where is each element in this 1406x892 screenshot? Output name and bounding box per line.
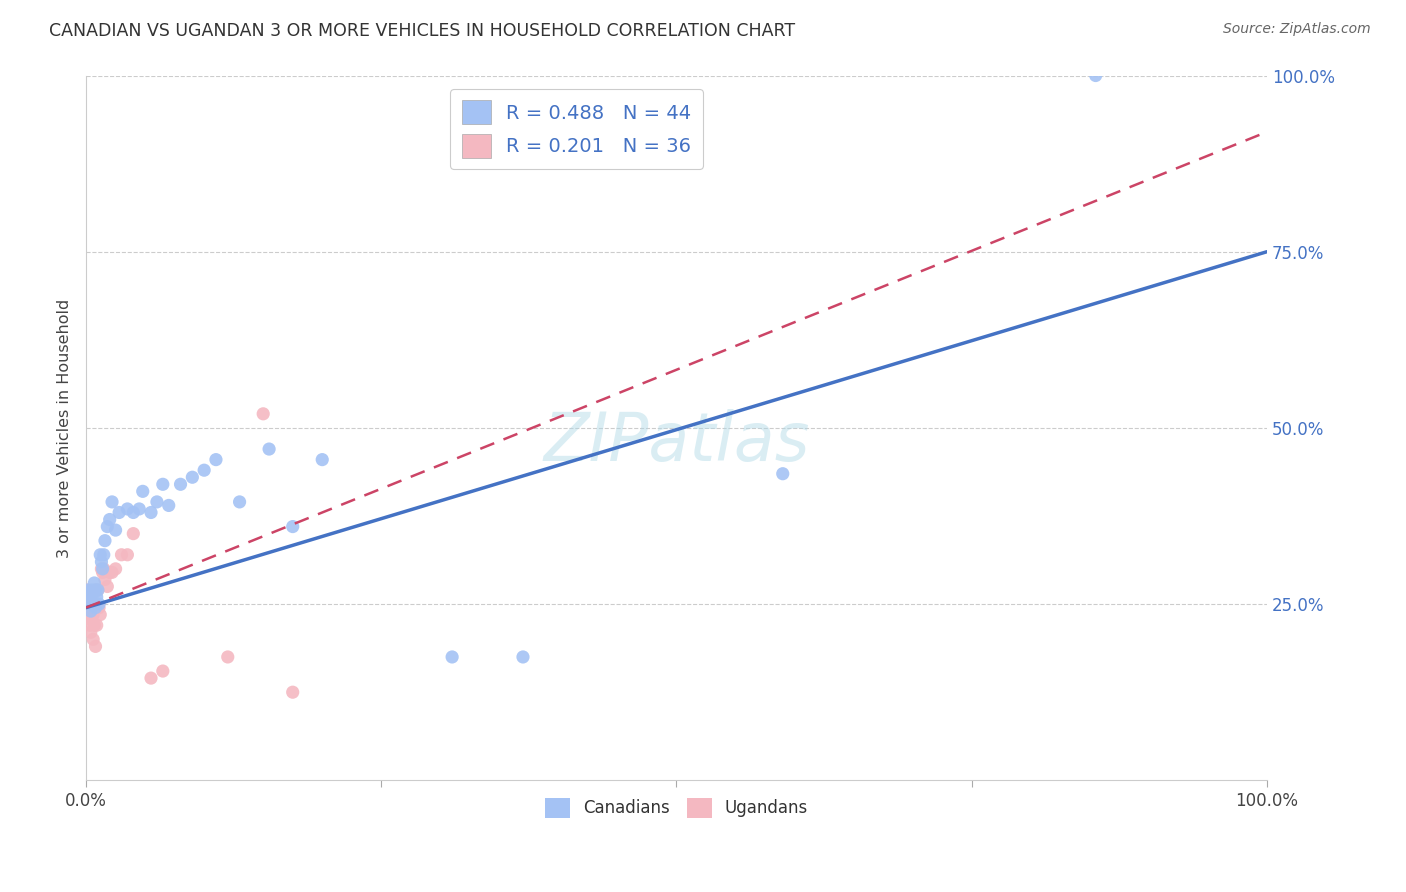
Y-axis label: 3 or more Vehicles in Household: 3 or more Vehicles in Household bbox=[58, 298, 72, 558]
Point bbox=[94, 533, 117, 548]
Point bbox=[139, 506, 162, 520]
Point bbox=[252, 407, 274, 421]
Point bbox=[76, 582, 98, 597]
Point bbox=[89, 548, 111, 562]
Point bbox=[104, 562, 127, 576]
Point bbox=[76, 582, 98, 597]
Point bbox=[104, 523, 127, 537]
Point bbox=[96, 579, 118, 593]
Point bbox=[84, 640, 107, 654]
Point bbox=[80, 586, 103, 600]
Point bbox=[139, 671, 162, 685]
Point bbox=[82, 597, 104, 611]
Point bbox=[98, 566, 121, 580]
Point bbox=[84, 582, 107, 597]
Point bbox=[80, 582, 103, 597]
Point bbox=[281, 519, 304, 533]
Point bbox=[181, 470, 204, 484]
Point bbox=[79, 618, 101, 632]
Point bbox=[512, 650, 534, 665]
Point bbox=[83, 597, 105, 611]
Point bbox=[77, 611, 100, 625]
Point bbox=[80, 607, 103, 622]
Point bbox=[83, 576, 105, 591]
Text: ZIPatlas: ZIPatlas bbox=[543, 409, 810, 475]
Point bbox=[76, 597, 98, 611]
Text: Source: ZipAtlas.com: Source: ZipAtlas.com bbox=[1223, 22, 1371, 37]
Point bbox=[311, 452, 333, 467]
Point bbox=[93, 562, 115, 576]
Point bbox=[87, 582, 110, 597]
Point bbox=[257, 442, 280, 456]
Point bbox=[96, 519, 118, 533]
Point bbox=[87, 582, 110, 597]
Point bbox=[86, 618, 108, 632]
Point bbox=[93, 548, 115, 562]
Point bbox=[86, 590, 108, 604]
Point bbox=[205, 452, 228, 467]
Point bbox=[110, 548, 132, 562]
Point bbox=[80, 625, 103, 640]
Point bbox=[152, 664, 174, 678]
Point bbox=[83, 618, 105, 632]
Point bbox=[193, 463, 215, 477]
Point bbox=[117, 548, 139, 562]
Point bbox=[80, 590, 103, 604]
Point bbox=[90, 555, 112, 569]
Point bbox=[87, 600, 110, 615]
Point bbox=[122, 506, 145, 520]
Point bbox=[441, 650, 464, 665]
Point bbox=[169, 477, 191, 491]
Point bbox=[152, 477, 174, 491]
Point bbox=[98, 512, 121, 526]
Point bbox=[101, 566, 124, 580]
Point bbox=[79, 597, 101, 611]
Point bbox=[90, 562, 112, 576]
Point bbox=[1084, 69, 1107, 83]
Point bbox=[157, 499, 180, 513]
Point bbox=[89, 607, 111, 622]
Point bbox=[80, 604, 103, 618]
Point bbox=[91, 562, 114, 576]
Point bbox=[82, 632, 104, 647]
Point bbox=[80, 604, 103, 618]
Point bbox=[228, 495, 250, 509]
Text: CANADIAN VS UGANDAN 3 OR MORE VEHICLES IN HOUSEHOLD CORRELATION CHART: CANADIAN VS UGANDAN 3 OR MORE VEHICLES I… bbox=[49, 22, 796, 40]
Point bbox=[217, 650, 239, 665]
Point bbox=[82, 607, 104, 622]
Point bbox=[132, 484, 155, 499]
Legend: Canadians, Ugandans: Canadians, Ugandans bbox=[538, 791, 815, 825]
Point bbox=[122, 526, 145, 541]
Point bbox=[128, 502, 150, 516]
Point bbox=[79, 597, 101, 611]
Point bbox=[77, 586, 100, 600]
Point bbox=[79, 590, 101, 604]
Point bbox=[84, 582, 107, 597]
Point bbox=[77, 590, 100, 604]
Point bbox=[108, 506, 131, 520]
Point bbox=[91, 566, 114, 580]
Point bbox=[281, 685, 304, 699]
Point bbox=[146, 495, 169, 509]
Point bbox=[84, 600, 107, 615]
Point bbox=[87, 597, 110, 611]
Point bbox=[94, 573, 117, 587]
Point bbox=[772, 467, 794, 481]
Point bbox=[117, 502, 139, 516]
Point bbox=[101, 495, 124, 509]
